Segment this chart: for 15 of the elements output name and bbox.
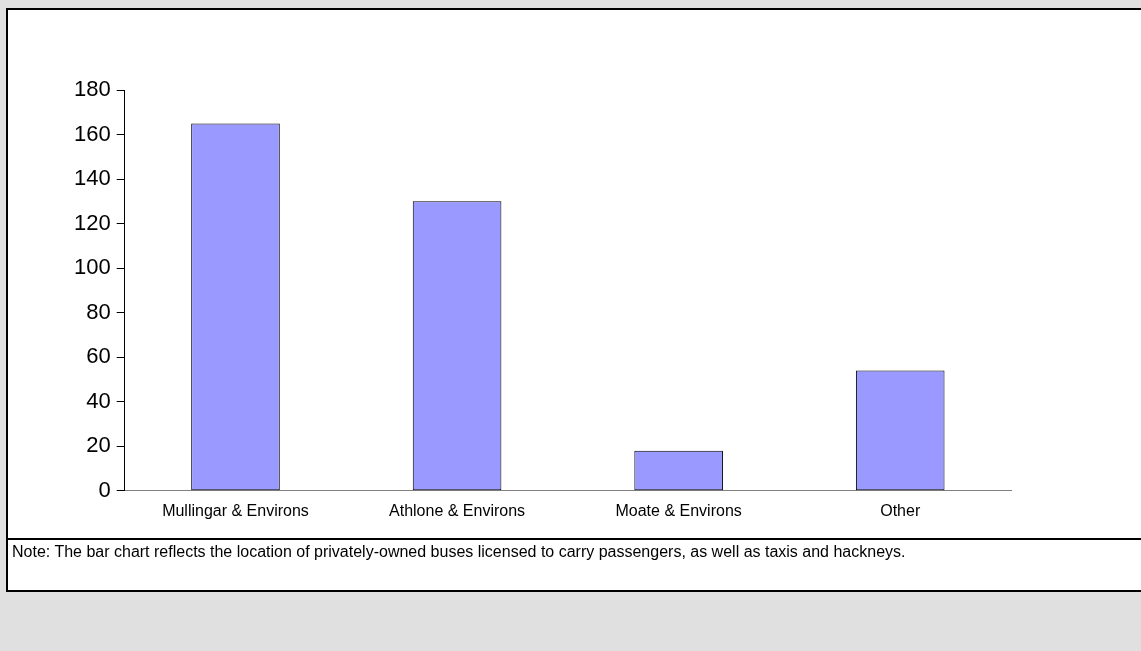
y-tick-label: 160 (73, 120, 111, 146)
y-tick-label: 0 (98, 476, 111, 502)
y-tick-label: 100 (73, 254, 111, 280)
y-tick-label: 60 (86, 343, 111, 369)
x-tick-label: Athlone & Environs (389, 501, 526, 519)
y-tick-label: 40 (86, 387, 111, 413)
x-tick-label: Mullingar & Environs (162, 501, 309, 519)
y-tick-label: 20 (86, 432, 111, 458)
y-tick-label: 180 (73, 76, 111, 102)
y-tick-label: 80 (86, 298, 111, 324)
x-tick-label: Other (880, 501, 921, 519)
x-tick-label: Moate & Environs (615, 501, 742, 519)
y-tick-label: 140 (73, 165, 111, 191)
y-tick-label: 120 (73, 209, 111, 235)
text: Note: The bar chart reflects the location of privately-owned buses licensed to carry passengers, as well as taxis and hackneys. (6, 540, 1141, 592)
